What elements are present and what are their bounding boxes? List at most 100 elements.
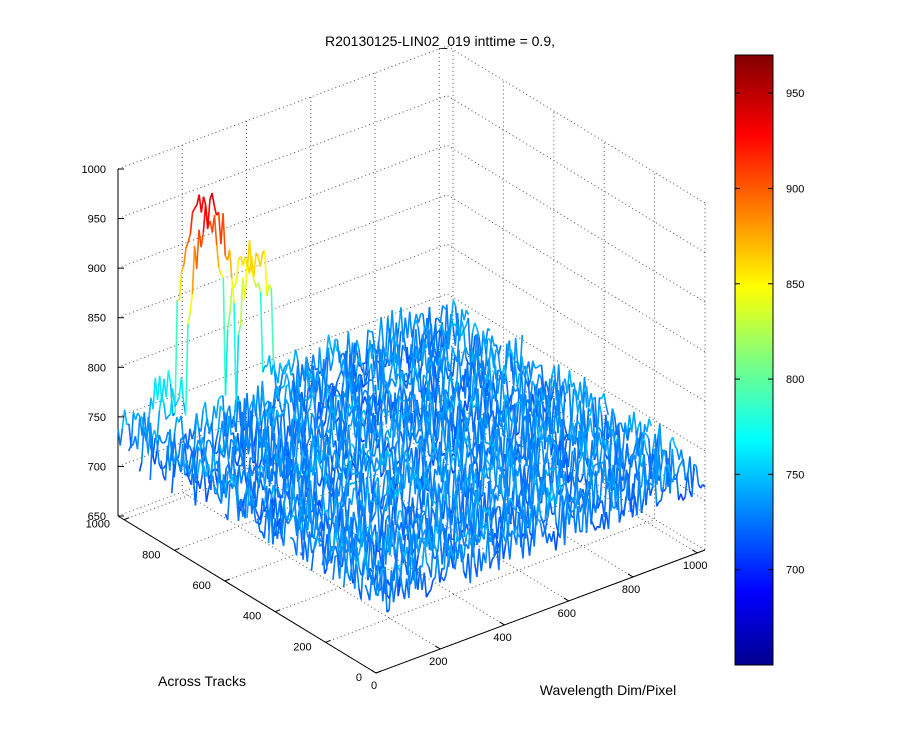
surface-segment <box>453 300 455 306</box>
surface-segment <box>446 561 448 574</box>
surface-segment <box>198 459 200 475</box>
surface-segment <box>530 535 532 555</box>
surface-segment <box>256 485 258 507</box>
surface-segment <box>394 585 396 602</box>
surface-segment <box>560 494 562 495</box>
surface-segment <box>546 381 548 389</box>
surface-segment <box>626 496 628 497</box>
surface-segment <box>378 575 380 596</box>
surface-segment <box>558 494 560 533</box>
surface-segment <box>197 230 199 269</box>
surface-segment <box>192 431 194 440</box>
surface-segment <box>416 555 418 570</box>
surface-segment <box>164 403 166 419</box>
surface-segment <box>490 559 492 568</box>
surface-segment <box>374 445 376 457</box>
surface-segment <box>333 556 335 580</box>
surface-segment <box>307 438 309 443</box>
surface-segment <box>433 527 435 540</box>
surface-segment <box>214 206 216 215</box>
surface-segment <box>300 370 302 386</box>
surface-segment <box>505 417 507 435</box>
surface-segment <box>444 574 446 581</box>
surface-segment <box>424 573 426 598</box>
surface-segment <box>372 435 374 453</box>
surface-segment <box>325 518 327 522</box>
surface-segment <box>547 495 549 518</box>
surface-segment <box>129 446 131 451</box>
surface-segment <box>607 445 609 454</box>
surface-segment <box>427 435 429 455</box>
surface-segment <box>440 576 442 577</box>
surface-segment <box>560 396 562 408</box>
surface-segment <box>492 336 494 347</box>
surface-segment <box>234 281 236 287</box>
surface-segment <box>659 501 661 502</box>
surface-segment <box>352 488 354 505</box>
colorbar-tick-label: 950 <box>786 88 804 100</box>
surface-segment <box>181 438 183 439</box>
surface-segment <box>435 480 437 496</box>
surface-segment <box>125 410 127 425</box>
surface-segment <box>186 324 188 415</box>
z-tick-label: 1000 <box>82 164 106 176</box>
surface-segment <box>692 464 694 497</box>
surface-segment <box>201 197 203 213</box>
surface-segment <box>556 532 558 550</box>
surface-segment <box>459 350 461 385</box>
surface-segment <box>190 446 192 452</box>
surface-segment <box>258 283 260 292</box>
surface-segment <box>687 473 689 491</box>
surface-segment <box>280 402 282 413</box>
y-tick-mark <box>174 548 179 550</box>
y-tick-label: 800 <box>142 549 160 561</box>
surface-segment <box>650 487 652 496</box>
surface-segment <box>437 554 439 577</box>
x-tick-label: 1000 <box>683 560 707 572</box>
surface-segment <box>228 484 230 520</box>
surface-segment <box>605 444 607 445</box>
surface-segment <box>395 524 397 544</box>
surface-segment <box>286 399 288 404</box>
surface-segment <box>646 452 648 457</box>
surface-segment <box>193 208 195 212</box>
surface <box>118 193 705 612</box>
surface-segment <box>314 538 316 550</box>
surface-segment <box>572 472 574 486</box>
surface-segment <box>571 396 573 419</box>
surface-segment <box>335 342 337 351</box>
surface-segment <box>676 475 678 500</box>
surface-segment <box>188 312 190 323</box>
surface-segment <box>376 458 378 464</box>
surface-segment <box>594 464 596 466</box>
surface-segment <box>511 386 513 408</box>
surface-segment <box>217 491 219 498</box>
surface-segment <box>218 396 220 399</box>
surface-segment <box>641 499 643 513</box>
surface-segment <box>569 512 571 522</box>
surface-segment <box>238 400 240 401</box>
surface-segment <box>373 512 375 517</box>
surface-segment <box>344 460 346 468</box>
surface-segment <box>157 410 159 438</box>
surface-segment <box>348 444 350 463</box>
surface-segment <box>531 361 533 380</box>
surface-segment <box>619 510 621 523</box>
surface-segment <box>365 390 367 392</box>
surface-segment <box>599 432 601 445</box>
z-tick-label: 900 <box>88 263 106 275</box>
surface-segment <box>172 464 174 493</box>
surface-segment <box>464 310 466 320</box>
surface-segment <box>365 585 367 592</box>
surface-segment <box>478 370 480 371</box>
surface-segment <box>466 310 468 315</box>
x-tick-mark <box>564 598 569 601</box>
surface-segment <box>487 461 489 464</box>
surface-segment <box>159 435 161 442</box>
surface-segment <box>401 345 403 368</box>
surface-segment <box>331 361 333 371</box>
surface-segment <box>517 373 519 390</box>
surface-segment <box>201 233 203 247</box>
surface-segment <box>383 476 385 496</box>
